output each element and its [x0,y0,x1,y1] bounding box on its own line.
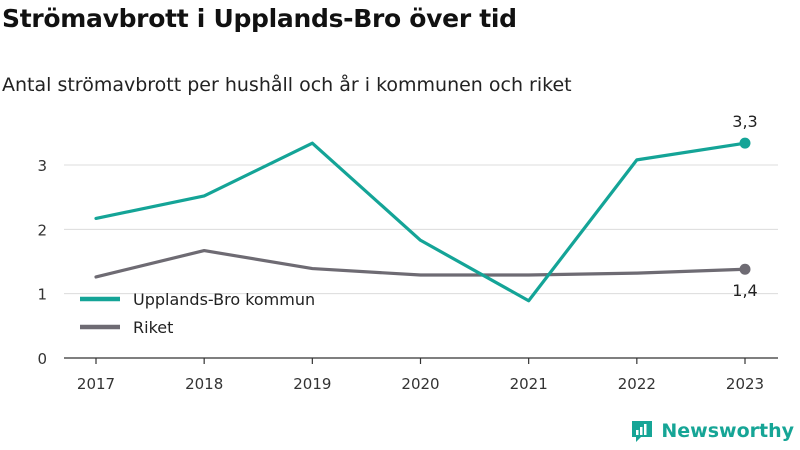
x-tick-label: 2021 [510,375,548,393]
series-end-point-1 [739,263,751,275]
x-tick-label: 2020 [401,375,439,393]
x-tick-label: 2023 [726,375,764,393]
x-tick-label: 2019 [293,375,331,393]
legend-label-1: Riket [133,318,173,337]
legend-label-0: Upplands-Bro kommun [133,290,315,309]
series-end-label-0: 3,3 [732,112,757,131]
x-tick-label: 2017 [77,375,115,393]
y-tick-label: 1 [37,286,47,304]
chart-subtitle: Antal strömavbrott per hushåll och år i … [2,74,572,96]
chart-title: Strömavbrott i Upplands-Bro över tid [2,4,517,33]
y-tick-label: 0 [37,350,47,368]
x-tick-label: 2022 [618,375,656,393]
x-tick-label: 2018 [185,375,223,393]
newsworthy-logo-icon [632,421,653,442]
brand-logo: Newsworthy [629,418,794,444]
series-line-1 [94,248,747,279]
series-line-0 [94,141,747,303]
y-tick-label: 3 [37,157,47,175]
brand-name: Newsworthy [661,420,794,442]
series-end-point-0 [739,137,751,149]
y-tick-label: 2 [37,221,47,239]
series-end-label-1: 1,4 [732,281,757,300]
